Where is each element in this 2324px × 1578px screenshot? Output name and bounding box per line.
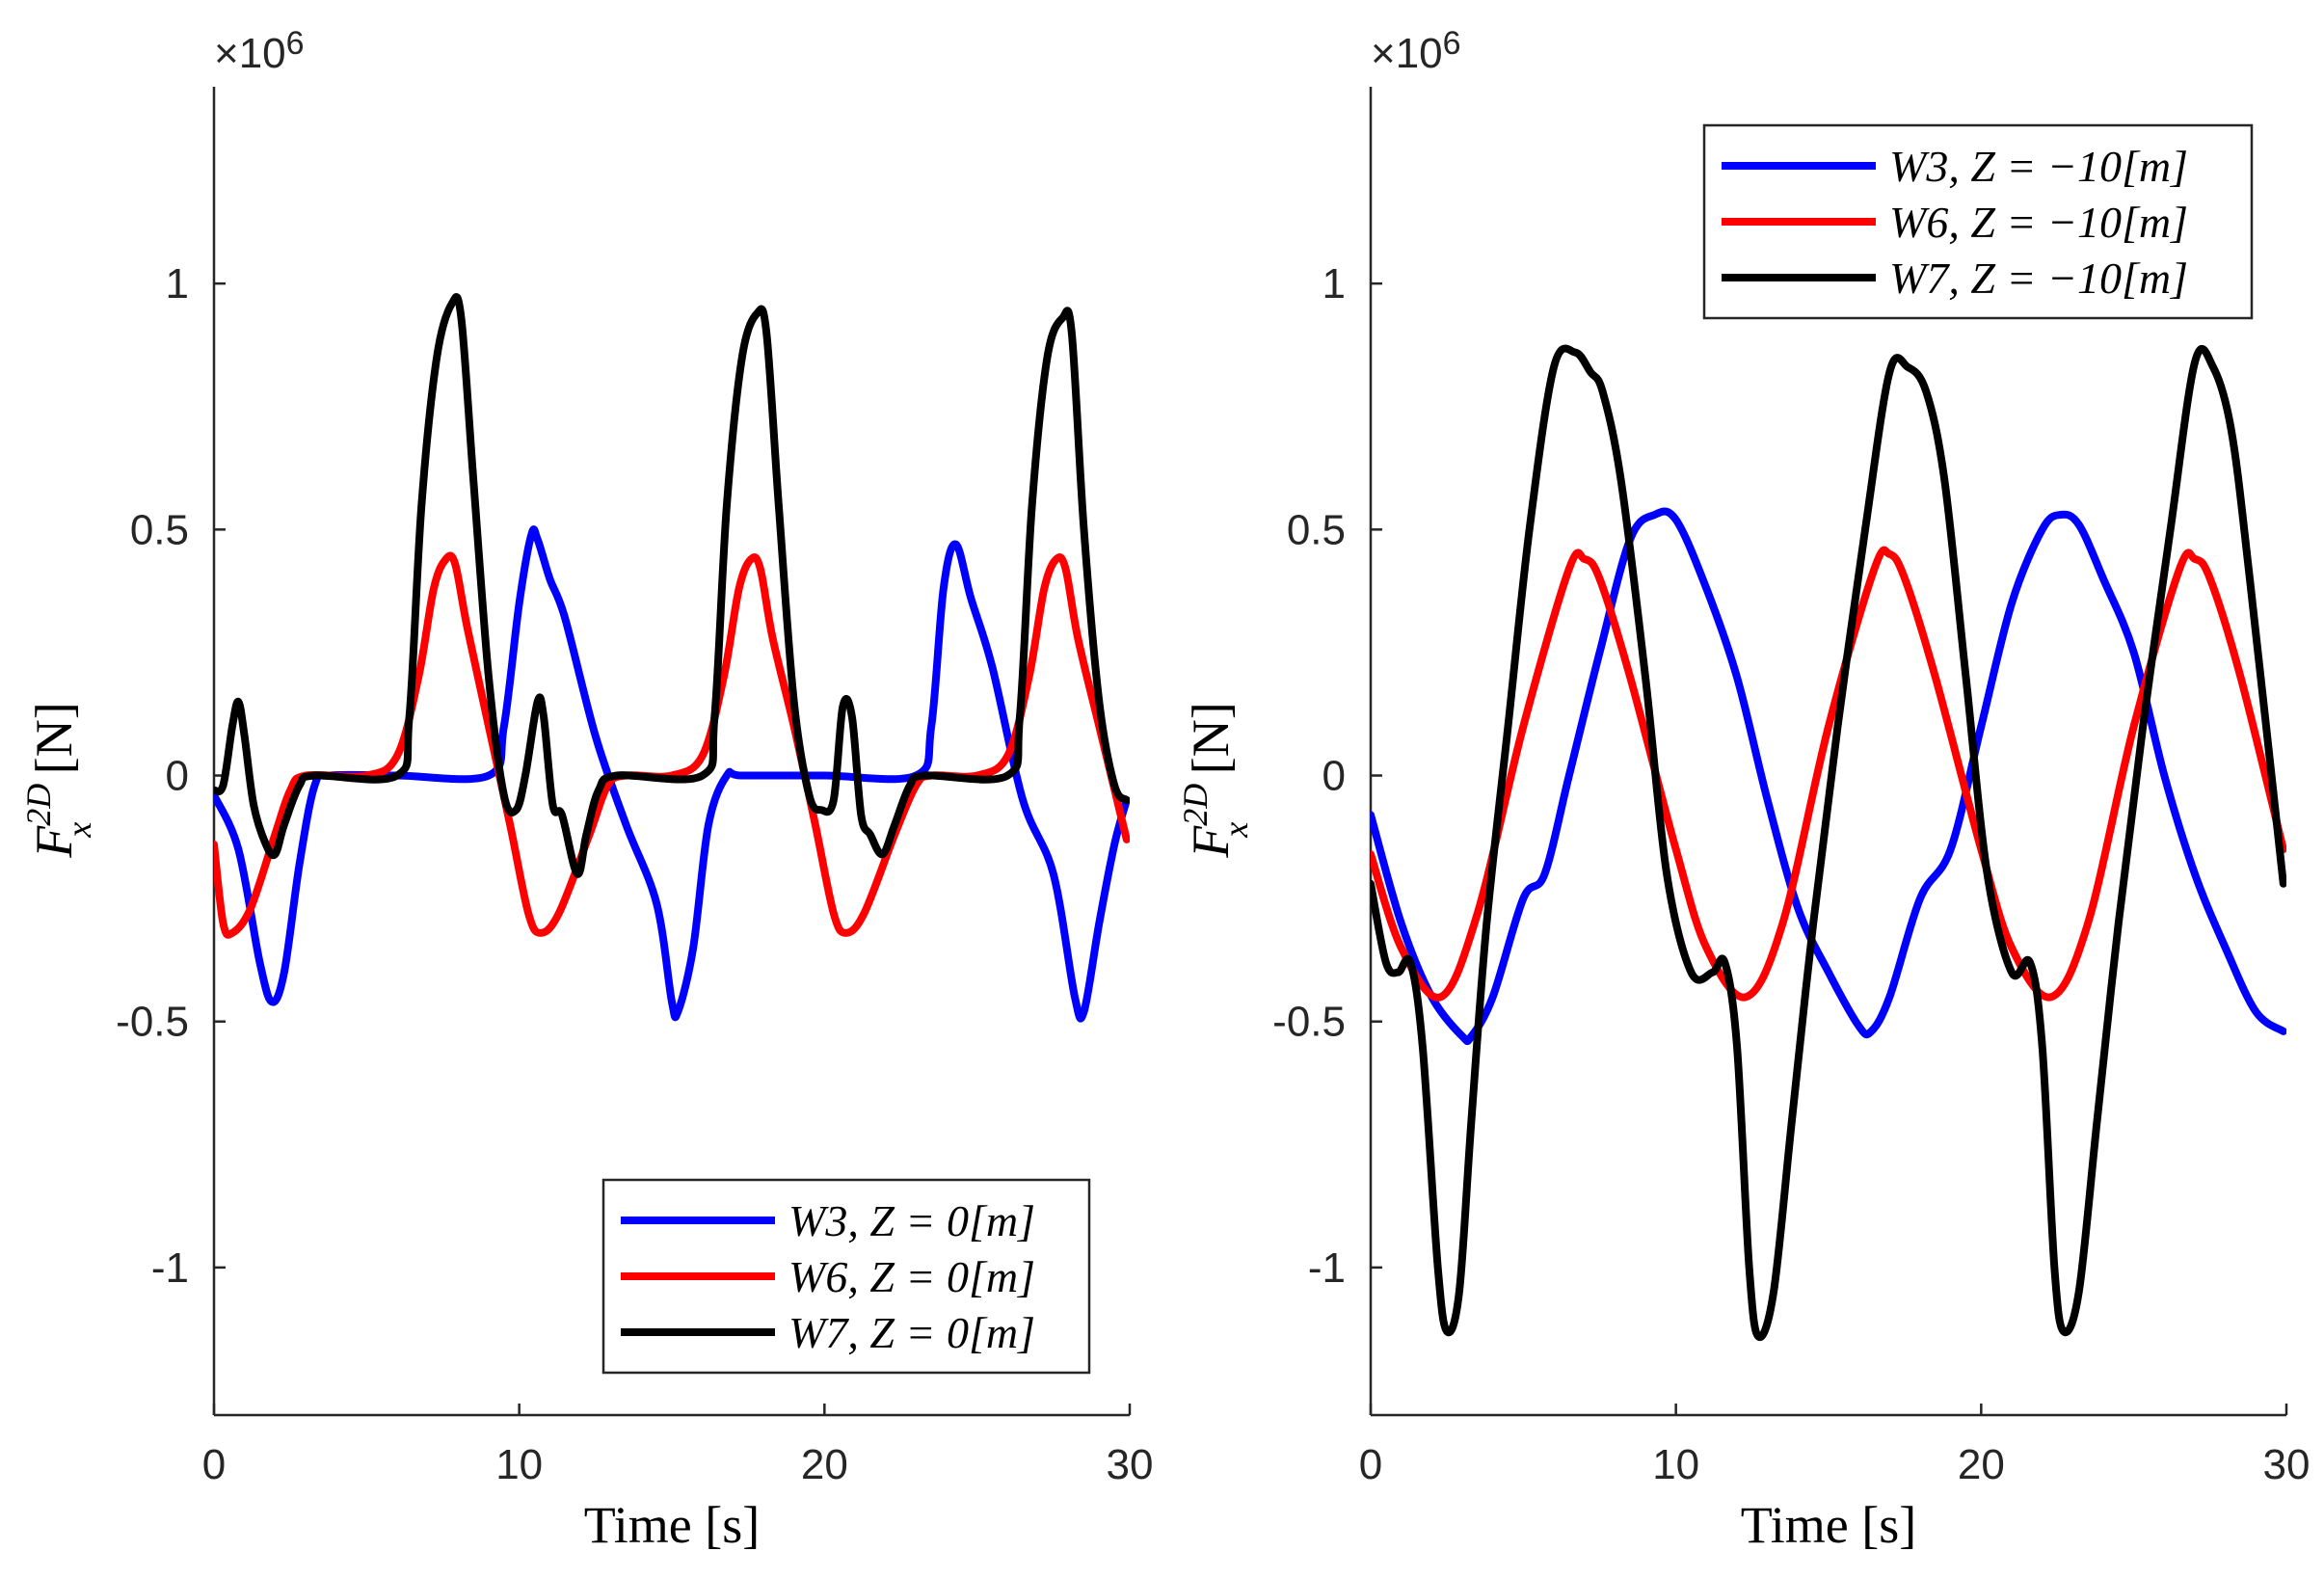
y-tick-label: 0: [1322, 753, 1346, 800]
legend-label: W6, Z = 0[m]: [788, 1252, 1035, 1301]
y-axis-label: F2Dx [N]: [1176, 702, 1255, 858]
x-tick-label: 0: [202, 1441, 226, 1488]
y-tick-label: 0.5: [1287, 506, 1346, 553]
y-multiplier-label: ×106: [214, 25, 305, 77]
legend-label: W6, Z = −10[m]: [1889, 198, 2188, 247]
series-line-3: [1371, 344, 2286, 1342]
x-tick-label: 30: [1107, 1441, 1154, 1488]
x-tick-label: 0: [1359, 1441, 1382, 1488]
y-tick-label: 1: [1322, 260, 1346, 308]
x-tick-label: 20: [801, 1441, 848, 1488]
y-tick-label: 0: [166, 753, 189, 800]
x-tick-label: 20: [1958, 1441, 2005, 1488]
y-tick-label: -0.5: [116, 999, 189, 1046]
y-multiplier-label: ×106: [1371, 25, 1461, 77]
x-tick-label: 10: [1652, 1441, 1699, 1488]
series-group: [1371, 344, 2286, 1342]
x-tick-label: 30: [2263, 1441, 2311, 1488]
y-axis-label: F2Dx [N]: [19, 702, 98, 858]
legend: W3, Z = 0[m] W6, Z = 0[m] W7, Z = 0[m]: [601, 1178, 1091, 1375]
legend-label: W3, Z = −10[m]: [1889, 142, 2188, 191]
series-line-1: [1371, 507, 2286, 1046]
x-axis-label: Time [s]: [1741, 1496, 1917, 1554]
chart-panel-2: 0 10 20 30 -1 -0.5 0 0.5 1 ×106 Time [s] F2Dx [N] W3…: [1176, 25, 2310, 1554]
series-group: [214, 293, 1130, 1023]
y-tick-label: -1: [151, 1244, 189, 1292]
series-line-2: [1371, 546, 2286, 1002]
chart-panel-1: 0 10 20 30 -1 -0.5 0 0.5 1 ×106 Time [s] F2Dx [N] W3…: [19, 25, 1153, 1554]
y-tick-label: -1: [1308, 1244, 1346, 1292]
x-axis-label: Time [s]: [584, 1496, 761, 1554]
y-tick-label: -0.5: [1272, 999, 1346, 1046]
legend-label: W7, Z = −10[m]: [1889, 254, 2188, 303]
legend-label: W7, Z = 0[m]: [788, 1308, 1035, 1357]
series-line-3: [214, 293, 1130, 878]
legend-label: W3, Z = 0[m]: [788, 1196, 1035, 1245]
x-tick-label: 10: [495, 1441, 543, 1488]
legend: W3, Z = −10[m] W6, Z = −10[m] W7, Z = −10[…: [1702, 123, 2254, 320]
series-line-2: [214, 551, 1130, 939]
y-tick-label: 1: [166, 260, 189, 308]
y-tick-label: 0.5: [130, 506, 189, 553]
